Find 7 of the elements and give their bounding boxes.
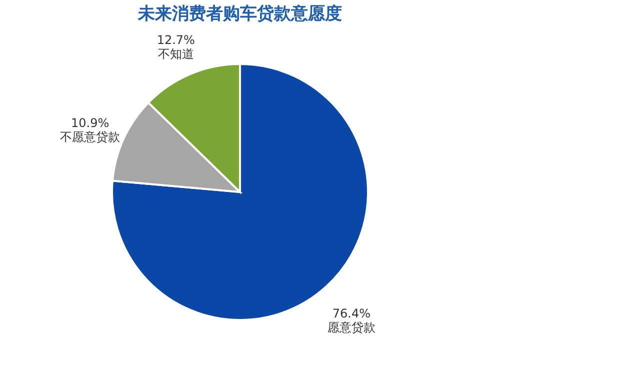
slice-label: 愿意贷款 [327,320,376,335]
data-label: 12.7% [156,32,195,47]
data-label: 10.9% [70,116,110,130]
slice-label: 不知道 [158,46,194,61]
slice-label: 不愿意贷款 [60,130,120,144]
data-label: 76.4% [332,306,370,321]
chart-title: 未来消费者购车贷款意愿度 [137,4,342,24]
